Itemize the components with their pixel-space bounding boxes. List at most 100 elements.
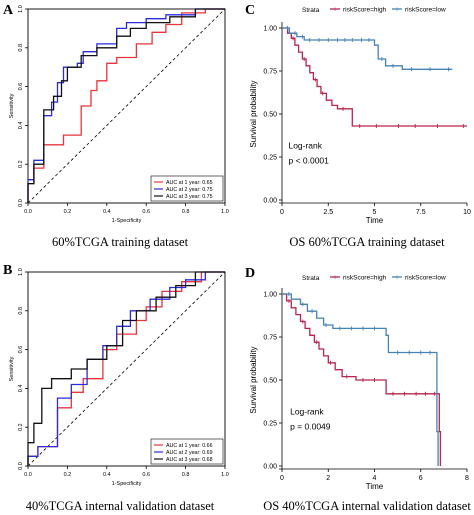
x-axis-label: 1-Specificity: [112, 481, 142, 487]
censor-mark: [461, 124, 466, 129]
x-tick-label: 0.0: [24, 472, 32, 478]
censor-mark: [360, 378, 365, 382]
legend: Strata + riskScore=high + riskScore=low: [302, 274, 446, 282]
roc-panel-a: A 0.00.0 0.2 0.2 0.4 0.4 0.6 0.6 0.8 0.8 1.0 1.0 1-S…: [3, 3, 229, 249]
panel-letter: D: [245, 266, 255, 281]
x-tick-label: 10: [463, 209, 471, 216]
censor-mark: [291, 36, 296, 41]
reference-diagonal: [27, 8, 226, 204]
x-axis-label: Time: [366, 216, 384, 225]
panel-letter: A: [3, 3, 14, 18]
plot-frame: [27, 8, 226, 204]
censor-mark: [372, 378, 377, 382]
censor-mark: [391, 391, 395, 396]
panel-caption: 60%TCGA training dataset: [52, 235, 189, 249]
x-tick-label: 0.6: [142, 472, 150, 478]
panel-caption: OS 40%TCGA internal validation dataset: [263, 499, 471, 513]
censor-mark: [323, 322, 328, 327]
y-tick-label: 1.0: [18, 268, 24, 276]
censor-mark: [286, 298, 291, 303]
y-tick-label: 0.8: [18, 307, 24, 315]
censor-mark: [337, 326, 342, 331]
y-tick-label: 0.0: [18, 199, 24, 207]
x-axis-label: 1-Specificity: [112, 218, 142, 224]
censor-mark: [360, 326, 365, 331]
censor-mark: [320, 91, 325, 96]
x-tick-label: 7.5: [416, 209, 426, 216]
logrank-annotation: Log-rank: [290, 406, 324, 416]
censor-mark: [335, 38, 340, 43]
x-tick-label: 0.4: [103, 209, 111, 215]
censor-mark: [300, 319, 305, 324]
roc-curve-3: [27, 8, 225, 203]
legend-entry: AUC at 2 year: 0.75: [166, 187, 213, 193]
plot-frame: [27, 271, 226, 467]
y-tick-label: 0.25: [263, 420, 277, 427]
censor-mark: [341, 106, 346, 111]
censor-mark: [435, 124, 440, 129]
censor-mark: [396, 124, 401, 129]
logrank-annotation: p = 0.0049: [290, 421, 331, 431]
legend-title: Strata: [302, 275, 320, 282]
censor-mark: [286, 292, 291, 296]
legend: Strata + riskScore=high + riskScore=low: [302, 6, 446, 14]
legend-censor-mark: +: [395, 274, 399, 281]
x-tick-label: 8: [465, 475, 469, 482]
x-tick-label: 0.8: [182, 209, 190, 215]
x-axis-label: Time: [366, 482, 384, 491]
censor-mark: [314, 340, 319, 345]
legend-entry: riskScore=high: [343, 7, 387, 14]
y-tick-label: 0.25: [263, 154, 277, 161]
y-tick-label: 0.4: [18, 385, 24, 393]
censor-mark: [395, 350, 400, 355]
y-tick-label: 0.2: [18, 160, 24, 168]
censor-mark: [432, 391, 437, 396]
legend-censor-mark: +: [333, 6, 337, 13]
censor-mark: [342, 38, 347, 43]
x-tick-label: 5: [373, 209, 377, 216]
y-axis-label: Survival probability: [249, 80, 258, 147]
legend-entry: AUC at 2 year: 0.69: [166, 450, 213, 456]
censor-mark: [413, 124, 418, 129]
censor-mark: [357, 124, 362, 129]
censor-mark: [349, 326, 354, 331]
legend-censor-mark: +: [395, 6, 399, 13]
y-tick-label: 0.2: [18, 423, 24, 431]
censor-mark: [300, 34, 305, 39]
censor-mark: [446, 67, 451, 72]
y-tick-label: 0.50: [263, 111, 277, 118]
censor-mark: [344, 374, 349, 379]
x-tick-label: 0: [280, 209, 284, 216]
y-tick-label: 0.75: [263, 68, 277, 75]
roc-curve-3: [27, 271, 225, 466]
legend-censor-mark: +: [333, 274, 337, 281]
y-tick-label: 0.6: [18, 83, 24, 91]
y-tick-label: 1.0: [18, 5, 24, 13]
censor-mark: [402, 391, 407, 396]
x-tick-label: 0.4: [103, 472, 111, 478]
censor-mark: [292, 31, 297, 36]
censor-mark: [313, 77, 318, 82]
y-tick-label: 0.50: [263, 377, 277, 384]
panel-caption: 40%TCGA internal validation dataset: [26, 499, 215, 513]
y-tick-label: 0.6: [18, 346, 24, 354]
censor-mark: [317, 38, 321, 43]
y-tick-label: 0.00: [263, 463, 277, 470]
x-tick-label: 0.8: [182, 472, 190, 478]
censor-mark: [310, 309, 315, 314]
censor-mark: [366, 38, 371, 43]
censor-mark: [307, 38, 312, 43]
x-tick-label: 0.0: [24, 209, 32, 215]
y-tick-label: 0.0: [18, 462, 24, 470]
censor-mark: [350, 38, 355, 43]
x-tick-label: 6: [419, 475, 423, 482]
y-tick-label: 0.8: [18, 44, 24, 52]
y-axis-label: Sensitivity: [9, 93, 15, 118]
censor-mark: [302, 56, 307, 61]
legend-entry: AUC at 3 year: 0.75: [166, 194, 213, 200]
y-tick-label: 0.4: [18, 122, 24, 130]
legend-entry: AUC at 1 year: 0.65: [166, 180, 213, 186]
legend-entry: AUC at 3 year: 0.68: [166, 457, 213, 463]
